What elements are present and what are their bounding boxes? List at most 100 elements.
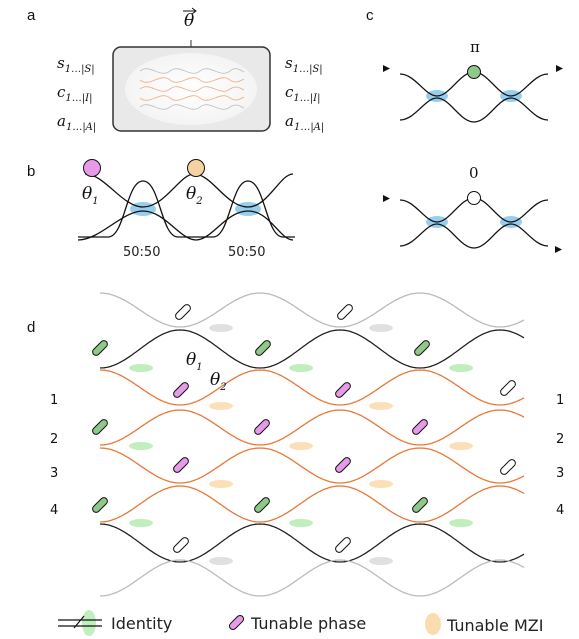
- right-mode-indices: 1 2 3 4: [556, 393, 564, 518]
- mesh-coupler: [129, 364, 153, 372]
- phase-legend-icon: [228, 614, 245, 631]
- phase-shifter-zero: [467, 191, 481, 205]
- phase-shifter-theta1: [83, 159, 101, 177]
- mesh-phase-shifter: [175, 304, 191, 320]
- mesh-phase-shifter: [500, 459, 516, 475]
- mesh-theta1-label: θ1: [186, 350, 203, 373]
- mesh-coupler: [449, 364, 473, 372]
- mode-index-4: 4: [556, 503, 564, 518]
- mesh-phase-shifter: [254, 497, 270, 513]
- panel-c-label: c: [366, 7, 374, 24]
- mesh-coupler: [449, 519, 473, 527]
- theta2-label: θ2: [186, 184, 203, 207]
- mesh-coupler: [369, 324, 393, 332]
- output-label-s: s1…|S|: [285, 54, 323, 75]
- mesh-phase-shifter: [414, 340, 430, 356]
- waveguide-bottom: [399, 97, 549, 123]
- mesh-coupler: [209, 324, 233, 332]
- theta-vector: θ: [183, 7, 197, 47]
- splitter-ratio-right: 50:50: [228, 245, 265, 260]
- input-arrow-icon: [383, 195, 390, 202]
- mesh-theta2-label: θ2: [210, 370, 227, 393]
- mesh-coupler: [369, 402, 393, 410]
- theta1-label: θ1: [82, 184, 99, 207]
- mesh-phase-shifter: [173, 537, 189, 553]
- mesh-waveguide: [99, 559, 525, 597]
- coupler-left: [130, 202, 156, 216]
- mesh-phase-shifter: [92, 340, 108, 356]
- input-label-s: s1…|S|: [57, 54, 95, 75]
- mesh-phase-shifter: [255, 340, 271, 356]
- mesh-phase-shifter: [254, 419, 270, 435]
- mesh-waveguide: [99, 329, 525, 369]
- mesh-phase-shifter: [335, 457, 351, 473]
- mesh-coupler: [289, 442, 313, 450]
- panel-b-label: b: [27, 163, 35, 180]
- waveguide-bottom: [399, 223, 549, 249]
- mesh-coupler: [369, 480, 393, 488]
- mesh-phase-shifter: [92, 419, 108, 435]
- mesh-waveguide: [99, 292, 525, 328]
- mode-index-1: 1: [50, 393, 58, 408]
- output-labels: s1…|S| c1…|I| a1…|A|: [285, 54, 324, 133]
- output-arrow-icon: [555, 246, 562, 253]
- mesh-coupler: [449, 442, 473, 450]
- circuit-box: [112, 46, 271, 132]
- mesh-phase-shifter: [173, 382, 189, 398]
- phase-pi-label: π: [470, 38, 480, 56]
- mesh-coupler: [209, 480, 233, 488]
- mesh-waveguide: [99, 523, 525, 563]
- mode-index-4: 4: [50, 503, 58, 518]
- mesh-phase-shifter: [412, 419, 428, 435]
- panel-a-label: a: [27, 7, 36, 24]
- mesh-phase-shifter: [412, 497, 428, 513]
- splitter-ratio-left: 50:50: [123, 245, 160, 260]
- output-arrow-icon: [556, 65, 563, 72]
- mesh-phase-shifter: [173, 457, 189, 473]
- theta-vector-symbol: θ: [184, 11, 194, 31]
- left-mode-indices: 1 2 3 4: [50, 393, 58, 518]
- phase-zero-label: 0: [469, 164, 479, 182]
- waveguide-bottom-arm: [77, 210, 294, 241]
- mzi-legend-icon: [425, 613, 441, 635]
- mesh-phase-shifter: [335, 382, 351, 398]
- mesh-phase-shifter: [92, 497, 108, 513]
- mzi-swap-state: π: [383, 38, 563, 123]
- output-label-c: c1…|I|: [285, 83, 320, 104]
- mesh-phase-shifter: [500, 380, 516, 396]
- mesh-coupler: [209, 402, 233, 410]
- phase-shifter-pi: [467, 65, 481, 79]
- mesh-waveguide: [99, 369, 525, 406]
- legend-phase-label: Tunable phase: [250, 614, 366, 633]
- mesh-coupler: [209, 557, 233, 565]
- mzi-diagram: θ1 θ2 50:50 50:50: [77, 159, 295, 260]
- mesh-coupler: [369, 557, 393, 565]
- mesh-coupler: [129, 442, 153, 450]
- mesh-coupler: [289, 364, 313, 372]
- mode-index-1: 1: [556, 393, 564, 408]
- circuit-mesh: [92, 292, 525, 597]
- faded-circuit-pattern: [139, 68, 245, 110]
- legend-mzi-label: Tunable MZI: [446, 616, 543, 635]
- mesh-waveguide: [99, 447, 525, 484]
- mode-index-3: 3: [556, 466, 564, 481]
- mode-index-3: 3: [50, 466, 58, 481]
- mesh-waveguide: [99, 485, 525, 523]
- mode-index-2: 2: [556, 432, 564, 447]
- output-label-a: a1…|A|: [285, 112, 324, 133]
- input-label-c: c1…|I|: [57, 83, 92, 104]
- mesh-coupler: [289, 519, 313, 527]
- identity-legend-icon: [58, 610, 102, 636]
- input-arrow-icon: [383, 65, 390, 72]
- legend: Identity Tunable phase Tunable MZI: [58, 610, 543, 636]
- waveguide-bottom: [78, 180, 295, 238]
- legend-identity-label: Identity: [111, 614, 172, 633]
- mesh-coupler: [129, 519, 153, 527]
- phase-shifter-theta2: [187, 159, 205, 177]
- input-labels: s1…|S| c1…|I| a1…|A|: [57, 54, 96, 133]
- panel-d-label: d: [27, 319, 35, 336]
- mzi-identity-state: 0: [383, 164, 562, 253]
- mesh-phase-shifter: [335, 537, 351, 553]
- mesh-phase-shifter: [337, 304, 353, 320]
